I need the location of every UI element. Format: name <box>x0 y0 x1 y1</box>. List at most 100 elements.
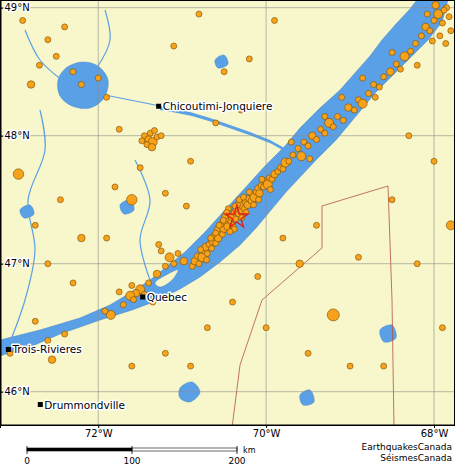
earthquake <box>340 117 346 123</box>
highlight-event <box>226 206 248 227</box>
earthquake <box>406 133 412 139</box>
earthquake <box>389 49 395 55</box>
earthquake <box>280 235 286 241</box>
earthquake <box>439 325 445 331</box>
earthquake <box>397 66 403 72</box>
earthquake <box>443 41 449 47</box>
earthquake <box>418 33 424 39</box>
earthquake <box>130 297 136 303</box>
credit: SéismesCanada <box>380 453 452 463</box>
lake <box>380 325 397 343</box>
earthquake <box>127 194 138 205</box>
tick-label: 72°W <box>85 428 113 439</box>
earthquake <box>437 33 443 39</box>
earthquake <box>446 221 455 230</box>
river <box>25 30 62 80</box>
earthquake <box>376 84 382 90</box>
earthquake <box>78 234 86 242</box>
earthquake <box>32 318 38 324</box>
tick: 72°W <box>85 425 113 439</box>
basemap <box>0 0 455 425</box>
earthquake <box>180 257 188 265</box>
border <box>232 186 394 425</box>
earthquake <box>204 325 210 331</box>
earthquake <box>62 331 68 337</box>
axis-line <box>1 426 455 429</box>
earthquake <box>256 190 264 198</box>
earthquake <box>146 280 152 286</box>
earthquake <box>256 197 262 203</box>
x-axis: 72°W70°W68°W <box>1 425 455 439</box>
earthquake <box>57 197 63 203</box>
earthquake <box>263 325 269 331</box>
earthquake <box>358 99 367 108</box>
scale-unit: km <box>243 446 256 455</box>
map-figure: Chicoutimi-JonquiereQuebecTrois-Rivieres… <box>0 0 455 467</box>
city-marker <box>140 294 145 299</box>
axis-line <box>1 1 4 426</box>
earthquake <box>441 7 447 13</box>
earthquake <box>196 11 202 17</box>
earthquake <box>360 75 366 81</box>
earthquake <box>227 229 233 235</box>
earthquake <box>116 126 122 132</box>
earthquake <box>188 363 194 369</box>
river <box>8 110 45 347</box>
earthquake <box>221 69 227 75</box>
credit: EarthquakesCanada <box>362 442 452 452</box>
earthquake <box>156 242 162 248</box>
earthquake <box>220 217 226 223</box>
earthquake <box>246 56 252 62</box>
earthquakes <box>7 1 455 369</box>
grid-line <box>0 7 455 8</box>
earthquake <box>347 363 353 369</box>
earthquake <box>351 107 357 113</box>
earthquake <box>216 222 222 228</box>
tick-label: 47°N <box>5 258 30 269</box>
earthquake <box>129 282 135 288</box>
tick: 48°N <box>1 130 30 141</box>
earthquake <box>148 143 156 151</box>
earthquake <box>272 17 278 23</box>
y-axis: 46°N47°N48°N49°N <box>1 1 30 426</box>
earthquake <box>393 61 399 67</box>
earthquake <box>408 48 414 54</box>
scale-label: 0 <box>24 456 30 466</box>
earthquake <box>139 138 145 144</box>
earthquake <box>448 28 454 34</box>
earthquake <box>27 81 35 89</box>
river <box>105 95 160 106</box>
scale-segment <box>132 448 237 451</box>
earthquake <box>413 41 419 47</box>
earthquake <box>175 250 181 256</box>
earthquake <box>45 37 51 43</box>
earthquake <box>104 94 110 100</box>
earthquake <box>330 124 336 130</box>
earthquake <box>208 235 214 241</box>
tick-mark <box>1 392 4 393</box>
earthquake <box>414 261 420 267</box>
earthquake <box>120 302 126 308</box>
scale-label: 100 <box>123 456 140 466</box>
earthquake <box>372 94 378 100</box>
earthquake <box>112 184 118 190</box>
earthquake <box>204 250 210 256</box>
grid-line <box>266 0 267 425</box>
city-marker <box>6 347 11 352</box>
earthquake <box>339 94 345 100</box>
earthquake <box>158 248 164 254</box>
river <box>135 160 150 280</box>
earthquake <box>171 261 177 267</box>
earthquake <box>95 75 101 81</box>
grid-line <box>98 0 99 425</box>
earthquake <box>102 308 108 314</box>
grid-line <box>0 135 455 136</box>
city-label: Trois-Rivieres <box>11 343 81 355</box>
earthquake <box>427 28 433 34</box>
tick: 49°N <box>1 2 30 13</box>
earthquake <box>432 1 440 8</box>
earthquake <box>213 230 219 236</box>
earthquake <box>204 257 210 263</box>
earthquake <box>162 263 168 269</box>
earthquake <box>183 203 189 209</box>
